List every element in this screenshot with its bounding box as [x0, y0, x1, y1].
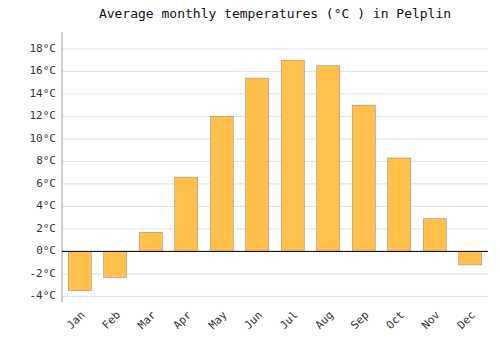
bar [246, 78, 269, 251]
title: Average monthly temperatures (°C ) in Pe… [99, 6, 451, 21]
bar [281, 60, 304, 251]
bar [317, 66, 340, 252]
x-tick-label: Jan [64, 309, 87, 332]
x-tick-label: Oct [384, 309, 407, 332]
x-tick-label: Jun [242, 309, 265, 332]
grid-line [62, 138, 488, 139]
y-tick-label: 10°C [30, 132, 57, 145]
bars [62, 60, 488, 291]
bar [139, 232, 162, 251]
zero-line [62, 251, 488, 252]
y-tick-label: 2°C [36, 222, 56, 235]
x-tick-label: Dec [455, 309, 478, 332]
x-tick-label: May [206, 308, 230, 332]
bar [210, 116, 233, 251]
bar [459, 251, 482, 265]
bar [104, 251, 127, 277]
y-tick-label: -4°C [30, 289, 57, 302]
y-tick-label: 12°C [30, 109, 57, 122]
x-axis: Jan Feb Mar Apr May Jun Jul Aug Sep Oct Nov Dec [64, 308, 478, 332]
y-tick-label: 0°C [36, 244, 56, 257]
grid-line [62, 251, 488, 252]
bar [175, 177, 198, 251]
y-tick-label: -2°C [30, 267, 57, 280]
grid-line [62, 296, 488, 297]
bar [423, 219, 446, 252]
grid-line [62, 93, 488, 94]
y-axis: -4°C -2°C 0°C 2°C 4°C 6°C 8°C 10°C 12°C 14°C 16°C 1… [30, 32, 63, 302]
bar [352, 105, 375, 251]
bar [68, 251, 91, 290]
y-tick-label: 14°C [30, 87, 57, 100]
x-tick-label: Apr [171, 308, 195, 332]
grid [62, 49, 488, 297]
x-tick-label: Mar [135, 308, 159, 332]
y-tick-label: 16°C [30, 64, 57, 77]
x-tick-label: Aug [313, 309, 336, 332]
x-tick-label: Nov [419, 308, 443, 332]
y-tick-label: 8°C [36, 154, 56, 167]
chart-container: -4°C -2°C 0°C 2°C 4°C 6°C 8°C 10°C 12°C 14°C 16°C 1… [0, 0, 500, 350]
grid-line [62, 116, 488, 117]
grid-line [62, 48, 488, 49]
grid-line [62, 206, 488, 207]
grid-line [62, 161, 488, 162]
chart: -4°C -2°C 0°C 2°C 4°C 6°C 8°C 10°C 12°C 14°C 16°C 1… [0, 0, 500, 350]
x-tick-label: Feb [100, 309, 123, 332]
y-tick-label: 6°C [36, 177, 56, 190]
y-axis-line [62, 32, 63, 302]
x-tick-label: Jul [277, 309, 300, 332]
y-tick-label: 18°C [30, 42, 57, 55]
y-tick-label: 4°C [36, 199, 56, 212]
bar [388, 158, 411, 251]
grid-line [62, 71, 488, 72]
grid-line [62, 183, 488, 184]
x-tick-label: Sep [348, 309, 371, 332]
